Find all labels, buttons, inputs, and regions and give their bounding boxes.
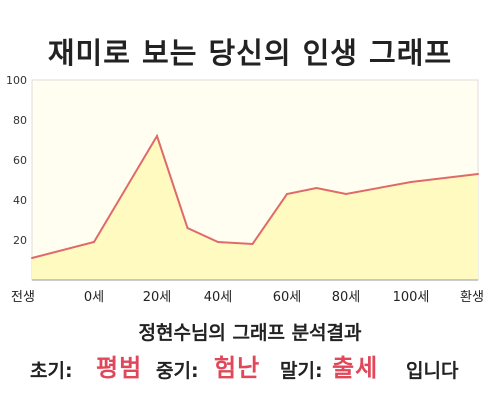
x-tick-label: 환생 — [460, 290, 484, 305]
middle-label: 중기: — [156, 360, 199, 382]
y-tick-label: 20 — [13, 234, 27, 247]
data-point — [315, 187, 318, 189]
x-tick-label: 20세 — [143, 290, 172, 305]
data-point — [251, 243, 254, 245]
x-tick-label: 100세 — [393, 290, 430, 305]
data-point — [93, 241, 95, 243]
x-tick-label: 40세 — [204, 290, 233, 305]
data-point — [286, 193, 288, 195]
y-axis-ticks: 20 40 60 80 100 — [6, 74, 27, 247]
y-tick-label: 60 — [13, 154, 27, 167]
early-value: 평범 — [96, 354, 143, 382]
data-points — [31, 135, 479, 259]
analysis-subtitle: 정현수님의 그래프 분석결과 — [138, 322, 362, 344]
x-tick-label: 60세 — [273, 290, 302, 305]
data-point — [31, 257, 33, 259]
x-tick-label: 전생 — [11, 290, 35, 305]
data-point — [477, 173, 479, 175]
life-graph-chart: 20 40 60 80 100 전생 0세 20세 40세 60세 80세 100세 환생 — [6, 74, 484, 305]
late-value: 출세 — [332, 354, 379, 382]
data-point — [217, 241, 219, 243]
data-point — [410, 181, 412, 183]
middle-value: 험난 — [214, 354, 261, 382]
late-label: 말기: — [280, 360, 323, 382]
y-tick-label: 40 — [13, 194, 27, 207]
y-tick-label: 80 — [13, 114, 27, 127]
data-point — [186, 227, 189, 229]
data-point — [156, 135, 158, 137]
analysis-summary: 초기: 평범 중기: 험난 말기: 출세 입니다 — [0, 346, 500, 386]
page-title: 재미로 보는 당신의 인생 그래프 — [47, 36, 453, 70]
data-point — [345, 193, 347, 195]
x-tick-label: 0세 — [84, 290, 104, 305]
x-tick-label: 80세 — [332, 290, 361, 305]
y-tick-label: 100 — [6, 74, 27, 87]
summary-suffix: 입니다 — [406, 360, 459, 382]
x-axis-ticks: 전생 0세 20세 40세 60세 80세 100세 환생 — [11, 290, 484, 305]
early-label: 초기: — [30, 360, 73, 382]
life-area-fill — [32, 136, 478, 280]
